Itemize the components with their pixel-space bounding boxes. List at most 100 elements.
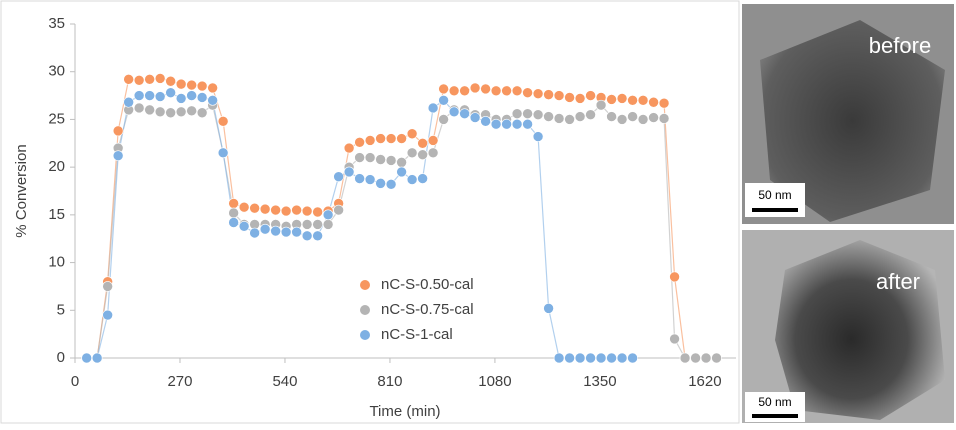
point: [312, 206, 323, 218]
y-tick-label: 25: [48, 110, 65, 127]
point: [679, 352, 691, 364]
point: [312, 230, 323, 242]
point: [616, 114, 628, 125]
point: [511, 108, 523, 120]
point: [112, 125, 124, 137]
point: [186, 90, 197, 101]
point: [280, 205, 292, 217]
point: [574, 93, 586, 104]
point: [154, 91, 166, 102]
x-tick-label: 540: [272, 373, 297, 390]
point: [522, 108, 533, 120]
point: [270, 225, 281, 237]
point: [133, 90, 145, 101]
point: [91, 352, 103, 364]
point: [448, 85, 460, 97]
chart: 0 5 10 15 20 25 30 35 0 270 540 810 1080 1350 1620 nC-S…: [48, 15, 736, 390]
y-axis-title: % Conversion: [13, 144, 30, 237]
point: [574, 352, 586, 364]
point: [564, 92, 575, 103]
point: [238, 201, 250, 213]
point: [574, 111, 586, 122]
point: [354, 152, 365, 163]
chart-frame: [0, 0, 740, 424]
legend-marker: [360, 280, 370, 290]
point: [144, 74, 155, 85]
point: [396, 166, 407, 178]
point: [175, 93, 187, 104]
point: [375, 133, 386, 144]
point: [595, 352, 607, 364]
point: [438, 95, 449, 106]
point: [217, 147, 229, 159]
legend-label: nC-S-0.50-cal: [381, 276, 474, 293]
point: [543, 111, 554, 122]
point: [658, 113, 670, 124]
point: [648, 96, 659, 108]
point: [249, 227, 260, 239]
point: [301, 205, 313, 217]
point: [165, 87, 176, 99]
point: [165, 75, 176, 87]
point: [417, 173, 428, 184]
point: [459, 108, 470, 120]
y-tick-label: 5: [57, 301, 65, 318]
point: [543, 303, 554, 314]
point: [406, 128, 418, 140]
point: [648, 112, 659, 123]
scale-label: 50 nm: [758, 188, 791, 202]
tem-before: before 50 nm: [742, 4, 954, 224]
point: [658, 97, 670, 109]
point: [417, 149, 428, 161]
legend-marker: [360, 330, 370, 340]
point: [154, 106, 166, 118]
point: [532, 88, 544, 99]
point: [627, 95, 638, 106]
point: [522, 118, 533, 130]
point: [259, 223, 271, 235]
point: [364, 135, 376, 146]
point: [585, 352, 596, 364]
point: [196, 92, 208, 103]
point: [333, 204, 344, 216]
point: [438, 83, 449, 95]
point: [469, 82, 481, 94]
point: [396, 133, 407, 144]
point: [207, 95, 218, 106]
point: [543, 89, 554, 100]
point: [228, 198, 239, 209]
point: [165, 107, 176, 119]
point: [375, 154, 386, 165]
point: [595, 99, 607, 111]
point: [616, 93, 628, 104]
y-tick-label: 30: [48, 63, 65, 80]
y-tick-label: 0: [57, 349, 65, 366]
point: [459, 85, 470, 97]
point: [711, 352, 722, 364]
point: [144, 104, 155, 116]
point: [606, 94, 617, 105]
point: [280, 226, 292, 238]
point: [343, 142, 355, 154]
point: [354, 137, 365, 148]
point: [564, 114, 575, 125]
point: [406, 174, 418, 185]
point: [207, 82, 218, 94]
point: [217, 116, 229, 127]
point: [627, 352, 638, 364]
y-tick-label: 35: [48, 15, 65, 32]
point: [186, 79, 197, 91]
legend-label: nC-S-1-cal: [381, 326, 453, 343]
point: [427, 147, 439, 159]
y-tick-label: 15: [48, 206, 65, 223]
point: [637, 114, 649, 125]
point: [669, 271, 680, 283]
point: [228, 217, 239, 228]
point: [469, 112, 481, 123]
point: [585, 109, 596, 120]
point: [385, 133, 397, 144]
point: [448, 106, 460, 118]
point: [175, 78, 187, 90]
legend-label: nC-S-0.75-cal: [381, 301, 474, 318]
